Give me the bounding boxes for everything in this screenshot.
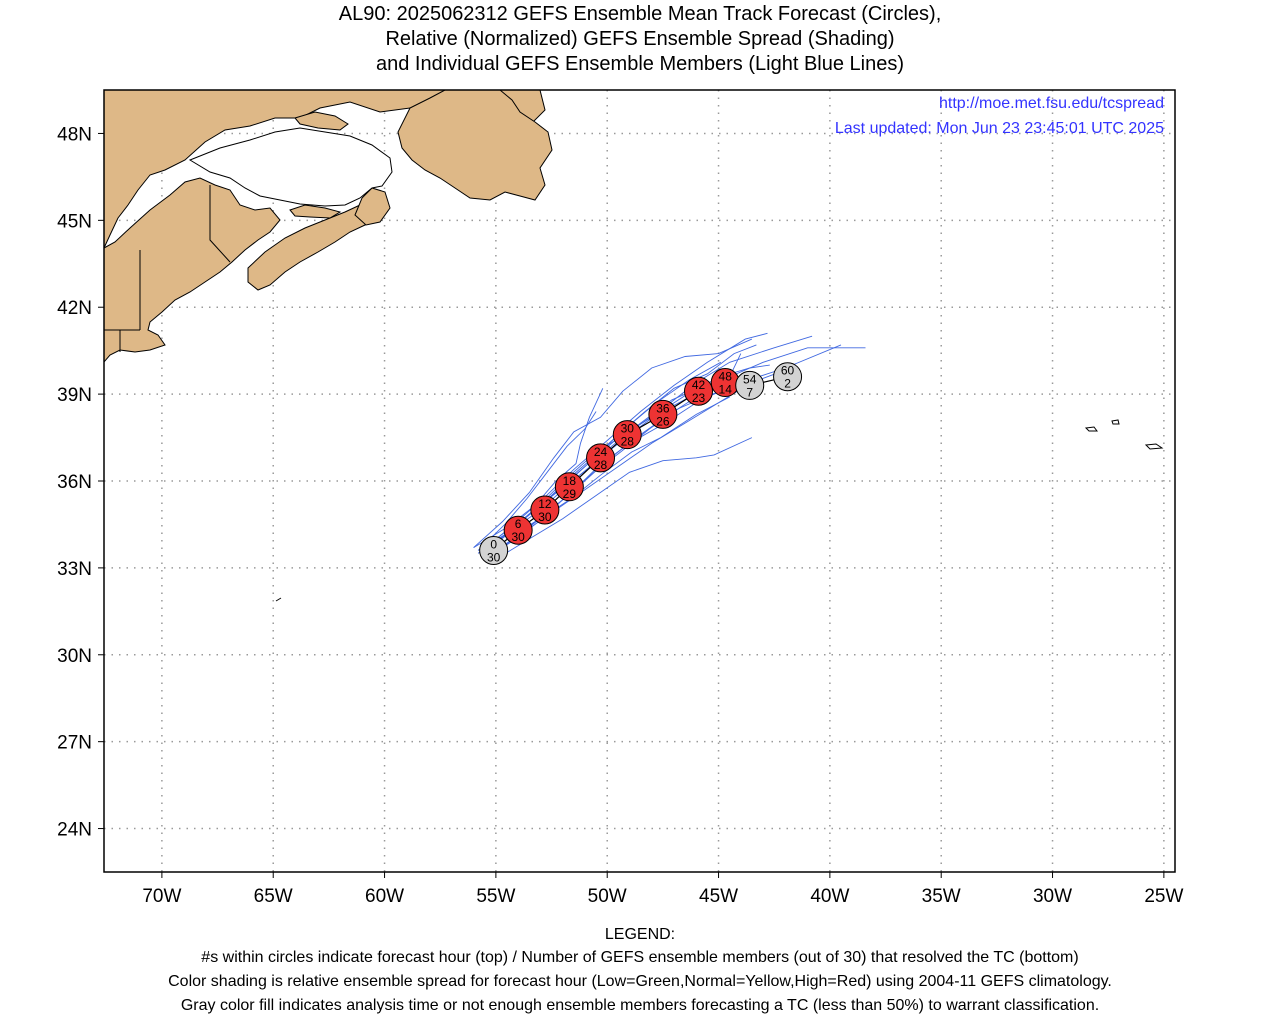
- forecast-circle-fill: [684, 376, 714, 406]
- member-count-label: 14: [719, 383, 733, 397]
- forecast-circle-fill: [612, 420, 642, 450]
- forecast-circle[interactable]: 630: [503, 515, 533, 545]
- legend-heading: LEGEND:: [604, 926, 676, 943]
- forecast-hour-label: 30: [621, 422, 635, 436]
- member-count-label: 28: [621, 435, 635, 449]
- lon-tick-label: 60W: [365, 886, 404, 907]
- forecast-circle[interactable]: 030: [479, 536, 509, 566]
- lat-tick-label: 27N: [57, 733, 92, 754]
- forecast-circle-fill: [530, 495, 560, 525]
- lon-tick-label: 65W: [254, 886, 293, 907]
- lat-tick-label: 36N: [57, 472, 92, 493]
- ensemble-member-track: [488, 370, 784, 557]
- newfoundland-island: [397, 90, 553, 201]
- legend-line-3: Gray color fill indicates analysis time …: [180, 997, 1100, 1014]
- lat-tick-label: 39N: [57, 385, 92, 406]
- lon-tick-label: 70W: [142, 886, 181, 907]
- plot-frame: [103, 89, 1176, 873]
- lat-tick-label: 48N: [57, 124, 92, 145]
- ensemble-member-track: [480, 335, 813, 551]
- gulf-of-st-lawrence: [188, 127, 393, 207]
- ensemble-member-track: [477, 388, 604, 554]
- forecast-hour-label: 0: [490, 538, 497, 552]
- member-count-label: 30: [511, 530, 525, 544]
- lat-tick-label: 30N: [57, 646, 92, 667]
- anticosti-island: [294, 111, 349, 131]
- member-count-label: 30: [538, 510, 552, 524]
- ensemble-member-track: [495, 437, 753, 560]
- forecast-hour-label: 42: [692, 378, 706, 392]
- lon-tick-label: 50W: [588, 886, 627, 907]
- legend-line-1: #s within circles indicate forecast hour…: [201, 949, 1079, 966]
- lon-tick-label: 35W: [922, 886, 961, 907]
- last-updated: Last updated: Mon Jun 23 23:45:01 UTC 20…: [835, 120, 1164, 137]
- title-line-2: Relative (Normalized) GEFS Ensemble Spre…: [385, 28, 895, 50]
- bermuda-island: [275, 597, 282, 602]
- forecast-hour-label: 54: [743, 372, 757, 386]
- lon-tick-label: 55W: [476, 886, 515, 907]
- lat-tick-label: 33N: [57, 559, 92, 580]
- forecast-circle-fill: [586, 443, 616, 473]
- land-layer: [104, 90, 1164, 602]
- forecast-circle[interactable]: 547: [735, 370, 765, 400]
- member-count-label: 26: [656, 414, 670, 428]
- mean-track-line: [493, 376, 788, 551]
- title-line-3: and Individual GEFS Ensemble Members (Li…: [375, 53, 905, 75]
- azores-island-2: [1111, 419, 1120, 425]
- ensemble-member-track: [477, 411, 597, 551]
- lat-tick-label: 45N: [57, 211, 92, 232]
- new-england-landmass: [104, 177, 281, 363]
- forecast-circle-fill: [479, 536, 509, 566]
- forecast-circle-fill: [503, 515, 533, 545]
- province-borders: [104, 185, 231, 352]
- axis-labels: 24N 27N 30N 33N 36N 39N 42N 45N 48N 70W 65W 60W 55W 5…: [57, 124, 1183, 907]
- forecast-circle-fill: [773, 362, 803, 392]
- azores-island-3: [1144, 443, 1164, 450]
- forecast-circle-fill: [648, 399, 678, 429]
- member-count-label: 23: [692, 391, 706, 405]
- member-count-label: 29: [563, 487, 577, 501]
- ensemble-member-track: [473, 338, 753, 548]
- forecast-circle-fill: [554, 472, 584, 502]
- forecast-hour-label: 24: [594, 445, 608, 459]
- forecast-hour-label: 18: [563, 474, 577, 488]
- forecast-hour-label: 60: [781, 364, 795, 378]
- lon-tick-label: 40W: [810, 886, 849, 907]
- forecast-hour-label: 36: [656, 401, 670, 415]
- member-count-label: 2: [784, 377, 791, 391]
- forecast-circle-fill: [735, 370, 765, 400]
- member-tracks: [473, 332, 866, 560]
- lat-tick-label: 24N: [57, 820, 92, 841]
- member-count-label: 28: [594, 458, 608, 472]
- forecast-circle[interactable]: 602: [773, 362, 803, 392]
- lon-tick-label: 25W: [1144, 886, 1183, 907]
- source-url[interactable]: http://moe.met.fsu.edu/tcspread: [939, 95, 1164, 112]
- title-line-1: AL90: 2025062312 GEFS Ensemble Mean Trac…: [338, 3, 942, 25]
- forecast-hour-label: 12: [538, 497, 552, 511]
- forecast-hour-label: 6: [515, 517, 522, 531]
- legend-line-2: Color shading is relative ensemble sprea…: [168, 973, 1112, 990]
- prince-edward-island: [289, 204, 342, 219]
- graticule: [104, 90, 1175, 872]
- azores-island-1: [1084, 426, 1098, 432]
- lon-tick-label: 30W: [1033, 886, 1072, 907]
- member-count-label: 30: [487, 551, 501, 565]
- member-count-label: 7: [746, 385, 753, 399]
- lat-tick-label: 42N: [57, 298, 92, 319]
- forecast-hour-label: 48: [719, 370, 733, 384]
- lon-tick-label: 45W: [699, 886, 738, 907]
- cape-breton-island: [354, 187, 391, 226]
